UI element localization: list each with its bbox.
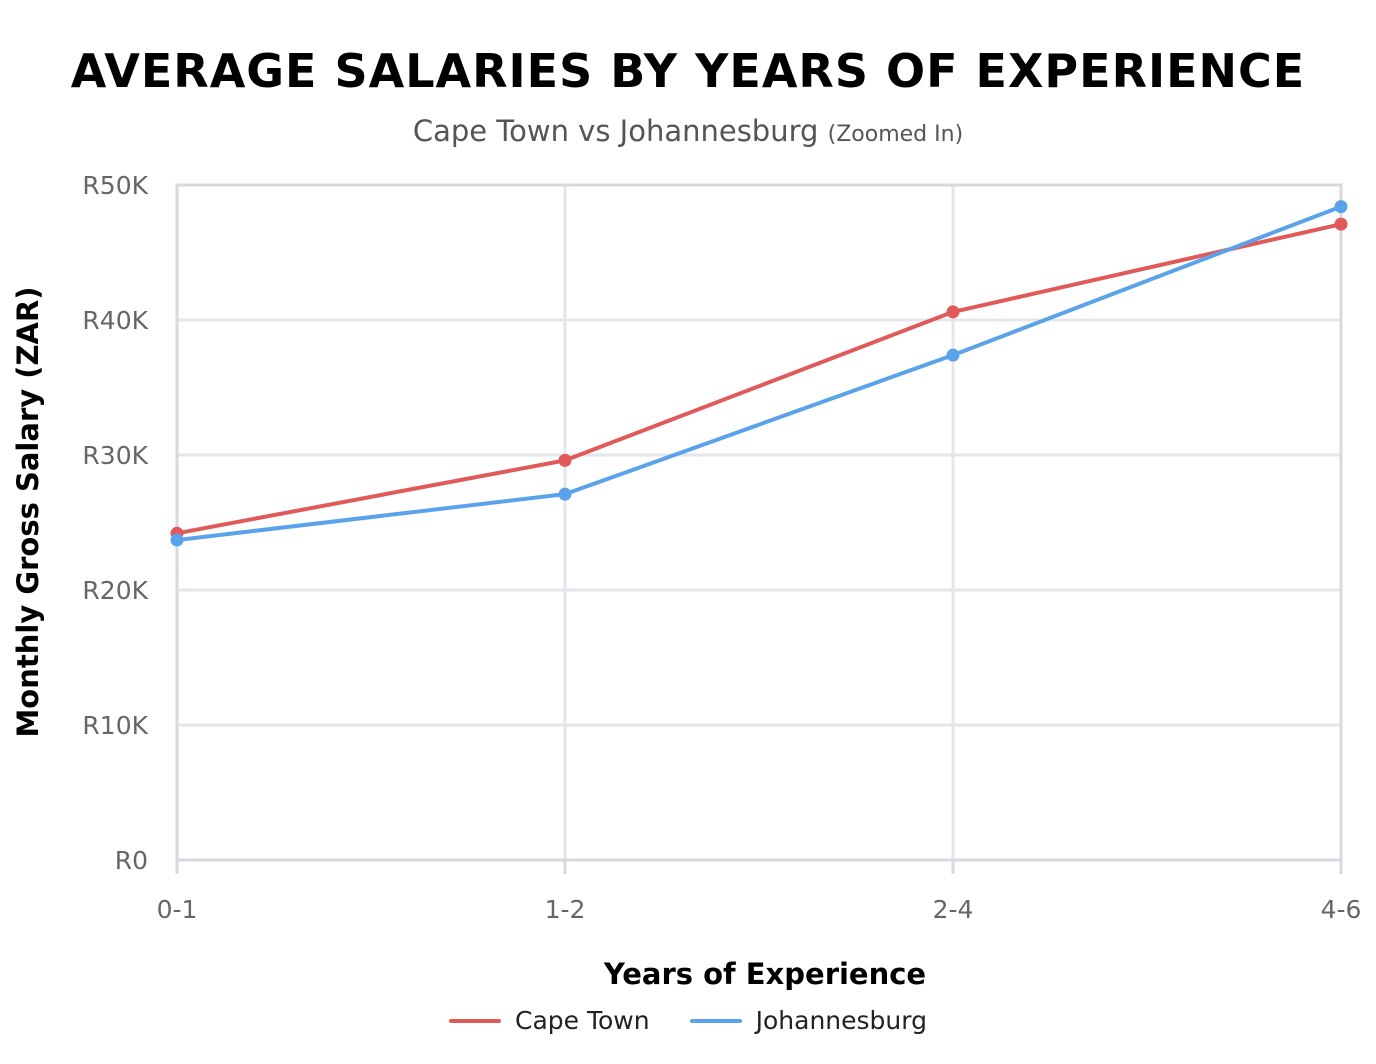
legend: Cape Town Johannesburg	[0, 1006, 1376, 1035]
x-tick-label: 0-1	[157, 895, 198, 924]
grid-layer	[175, 183, 1343, 862]
series-line-johannesburg	[176, 204, 1342, 543]
axis-layer: R0 R10K R20K R30K R40K R50K 0-1 1-2 2-4 4-6	[82, 171, 1361, 924]
legend-swatch	[449, 1018, 502, 1023]
chart-subtitle-text: Cape Town vs Johannesburg	[412, 114, 819, 148]
y-tick-label: R0	[115, 846, 148, 875]
y-tick-label: R50K	[82, 171, 148, 200]
series-layer	[170, 200, 1348, 547]
chart-subtitle-note: (Zoomed In)	[827, 122, 964, 147]
chart-title: AVERAGE SALARIES BY YEARS OF EXPERIENCE	[70, 44, 1306, 98]
data-point[interactable]	[558, 487, 572, 501]
legend-label: Johannesburg	[755, 1006, 927, 1035]
x-axis-title: Years of Experience	[603, 957, 926, 991]
data-point[interactable]	[1334, 200, 1348, 214]
chart-subtitle: Cape Town vs Johannesburg (Zoomed In)	[0, 114, 1376, 148]
legend-label: Cape Town	[515, 1006, 650, 1035]
data-point[interactable]	[1334, 217, 1348, 231]
legend-swatch	[689, 1018, 742, 1023]
series-line-cape-town	[176, 222, 1342, 536]
y-tick-label: R10K	[82, 711, 148, 740]
x-tick-label: 4-6	[1321, 895, 1362, 924]
y-tick-label: R40K	[82, 306, 148, 335]
legend-item-cape-town[interactable]: Cape Town	[449, 1006, 650, 1035]
plot-frame	[175, 183, 1343, 862]
data-point[interactable]	[558, 453, 572, 467]
data-point[interactable]	[946, 348, 960, 362]
x-tick-label: 1-2	[545, 895, 586, 924]
data-point[interactable]	[946, 305, 960, 319]
legend-item-johannesburg[interactable]: Johannesburg	[689, 1006, 927, 1035]
data-point[interactable]	[170, 533, 184, 547]
y-axis-title: Monthly Gross Salary (ZAR)	[11, 286, 45, 737]
y-tick-label: R20K	[82, 576, 148, 605]
x-tick-label: 2-4	[933, 895, 974, 924]
y-tick-label: R30K	[82, 441, 148, 470]
